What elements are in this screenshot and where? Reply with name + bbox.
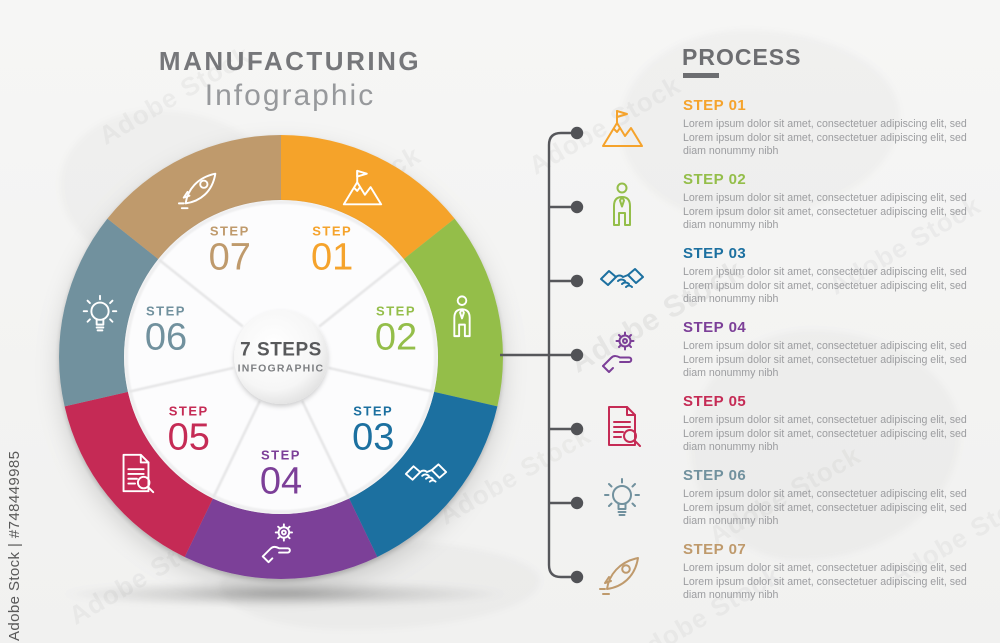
process-heading-underline xyxy=(683,73,719,78)
title-block: MANUFACTURING Infographic xyxy=(85,46,495,113)
process-step-description-line: diam nonummy nibh xyxy=(683,367,779,380)
wheel-center-title: 7 STEPS xyxy=(240,339,322,361)
timeline-node-dot xyxy=(570,274,584,288)
process-step-description-line: Lorem ipsum dolor sit amet, consectetuer… xyxy=(683,279,967,292)
process-step-description-line: Lorem ipsum dolor sit amet, consectetuer… xyxy=(683,192,967,204)
rocket-icon xyxy=(598,550,646,598)
wheel-step-label-02: STEP 02 xyxy=(346,303,446,358)
process-step-header: STEP 06 xyxy=(683,467,747,484)
process-step-item-03: STEP 03 Lorem ipsum dolor sit amet, conse… xyxy=(683,245,983,307)
process-step-description-line: Lorem ipsum dolor sit amet, consectetuer… xyxy=(683,131,967,144)
wheel-step-word: STEP xyxy=(145,303,186,319)
wheel-step-number: 04 xyxy=(259,460,303,503)
process-step-description-line: Lorem ipsum dolor sit amet, consectetuer… xyxy=(683,414,967,426)
wheel-step-number: 01 xyxy=(311,236,354,279)
timeline-node-dot xyxy=(570,126,584,140)
process-step-description-line: diam nonummy nibh xyxy=(683,589,779,602)
process-step-header: STEP 05 xyxy=(683,393,747,410)
process-step-header: STEP 02 xyxy=(683,171,747,188)
process-step-item-01: STEP 01 Lorem ipsum dolor sit amet, conse… xyxy=(683,97,983,159)
process-step-description-line: Lorem ipsum dolor sit amet, consectetuer… xyxy=(683,488,967,500)
wheel-ground-shadow xyxy=(62,581,507,607)
wheel-segments xyxy=(59,135,503,579)
process-step-description-line: Lorem ipsum dolor sit amet, consectetuer… xyxy=(683,575,967,588)
timeline-node-dot xyxy=(570,422,584,436)
process-heading: PROCESS xyxy=(682,44,802,70)
process-step-header: STEP 07 xyxy=(683,541,747,558)
process-step-description-line: Lorem ipsum dolor sit amet, consectetuer… xyxy=(683,118,967,130)
wheel-step-word: STEP xyxy=(168,403,209,419)
wheel-step-word: STEP xyxy=(261,447,301,463)
timeline-node-dot xyxy=(570,200,584,214)
page-title: MANUFACTURING xyxy=(158,46,422,76)
process-step-description-line: diam nonummy nibh xyxy=(683,145,779,158)
timeline-node-dot xyxy=(570,496,584,510)
process-step-description-line: Lorem ipsum dolor sit amet, consectetuer… xyxy=(683,340,967,352)
timeline-node-dot xyxy=(570,348,584,362)
wheel-step-number: 05 xyxy=(167,416,210,459)
process-step-item-06: STEP 06 Lorem ipsum dolor sit amet, conse… xyxy=(683,467,983,529)
wheel-segment-07 xyxy=(107,135,282,260)
page-subtitle: Infographic xyxy=(204,79,376,112)
wheel-segment-04 xyxy=(184,498,378,579)
businessman-icon xyxy=(598,180,646,228)
process-step-item-02: STEP 02 Lorem ipsum dolor sit amet, conse… xyxy=(683,171,983,233)
wheel-step-word: STEP xyxy=(312,223,353,239)
process-step-description-line: Lorem ipsum dolor sit amet, consectetuer… xyxy=(683,562,967,574)
process-step-item-04: STEP 04 Lorem ipsum dolor sit amet, conse… xyxy=(683,319,983,381)
wheel-step-label-01: STEP 01 xyxy=(282,223,382,278)
mountain-flag-icon xyxy=(598,106,646,154)
wheel-step-number: 02 xyxy=(374,316,418,359)
wheel-step-number: 03 xyxy=(352,416,395,459)
wheel-step-label-03: STEP 03 xyxy=(323,403,423,458)
process-step-description-line: Lorem ipsum dolor sit amet, consectetuer… xyxy=(683,501,967,514)
process-step-description-line: diam nonummy nibh xyxy=(683,293,779,306)
process-step-description-line: Lorem ipsum dolor sit amet, consectetuer… xyxy=(683,427,967,440)
timeline-node-dot xyxy=(570,570,584,584)
gear-hand-icon xyxy=(598,328,646,376)
process-step-description-line: diam nonummy nibh xyxy=(683,219,779,232)
wheel-center-subtitle: INFOGRAPHIC xyxy=(237,362,325,375)
wheel-step-word: STEP xyxy=(209,223,250,239)
wheel-step-number: 06 xyxy=(144,316,188,359)
process-step-header: STEP 04 xyxy=(683,319,747,336)
wheel-step-label-06: STEP 06 xyxy=(116,303,216,358)
process-step-description-line: Lorem ipsum dolor sit amet, consectetuer… xyxy=(683,205,967,218)
process-step-item-07: STEP 07 Lorem ipsum dolor sit amet, conse… xyxy=(683,541,983,603)
process-step-description-line: diam nonummy nibh xyxy=(683,515,779,528)
wheel-step-label-05: STEP 05 xyxy=(139,403,239,458)
process-step-description-line: Lorem ipsum dolor sit amet, consectetuer… xyxy=(683,266,967,278)
wheel-step-word: STEP xyxy=(353,403,394,419)
wheel-segment-02 xyxy=(403,218,503,407)
process-step-header: STEP 01 xyxy=(683,97,747,114)
wheel-center-disc xyxy=(234,310,328,404)
wheel-step-word: STEP xyxy=(376,303,417,319)
process-step-item-05: STEP 05 Lorem ipsum dolor sit amet, conse… xyxy=(683,393,983,455)
process-step-description-line: Lorem ipsum dolor sit amet, consectetuer… xyxy=(683,353,967,366)
wheel-step-label-07: STEP 07 xyxy=(180,223,280,278)
wheel-step-number: 07 xyxy=(208,236,251,279)
wheel-center-label: 7 STEPS INFOGRAPHIC xyxy=(226,340,336,375)
process-step-description-line: diam nonummy nibh xyxy=(683,441,779,454)
lightbulb-icon xyxy=(598,476,646,524)
stock-id-watermark: Adobe Stock | #748449985 xyxy=(6,450,23,641)
document-search-icon xyxy=(598,402,646,450)
steps-wheel: STEP 01 STEP 02 STEP 03 STEP 04 STEP 05 STEP 06 STEP… xyxy=(46,122,516,592)
handshake-icon xyxy=(598,254,646,302)
wheel-step-label-04: STEP 04 xyxy=(231,448,331,503)
process-step-header: STEP 03 xyxy=(683,245,747,262)
wheel-segment-01 xyxy=(281,135,455,260)
